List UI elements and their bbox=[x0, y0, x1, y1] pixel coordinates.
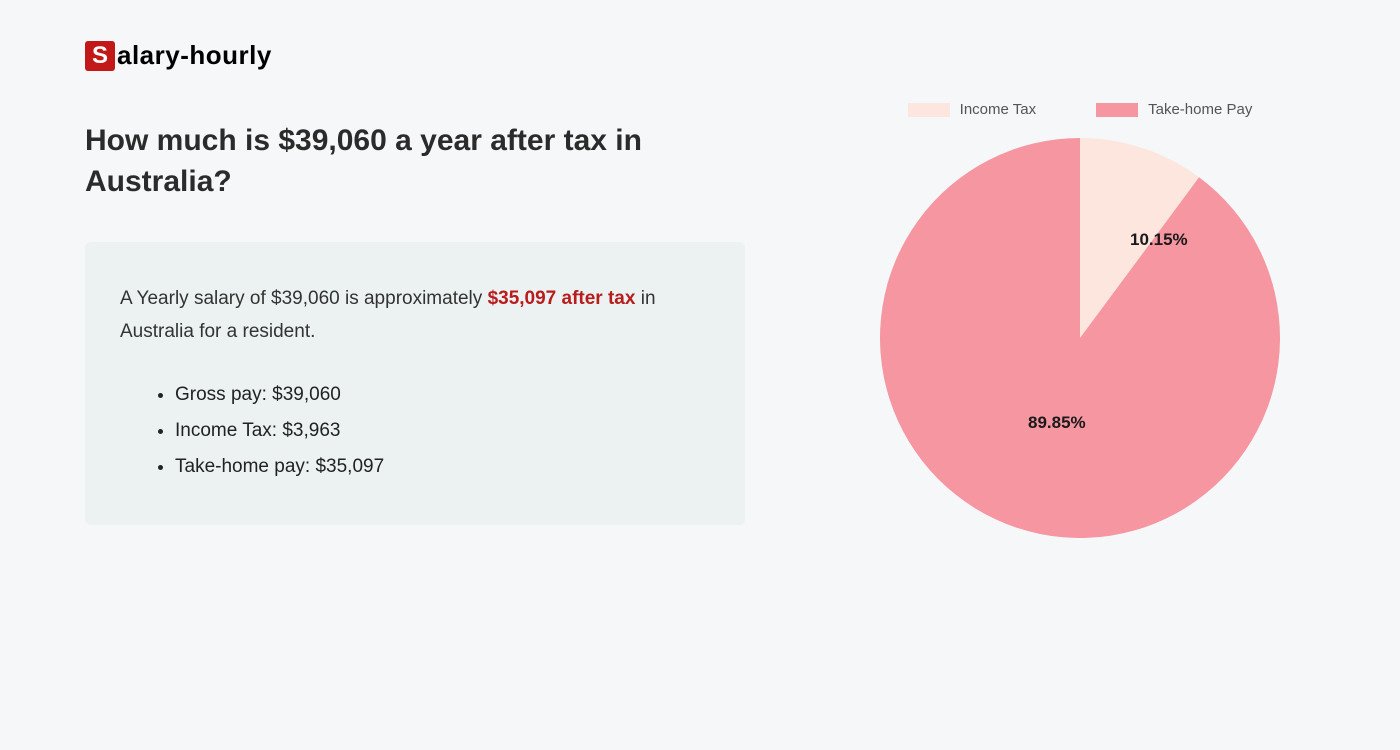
legend-swatch bbox=[908, 103, 950, 117]
right-column: Income Tax Take-home Pay 10.15% 89.85% bbox=[845, 121, 1315, 538]
page-title: How much is $39,060 a year after tax in … bbox=[85, 121, 745, 202]
pie-chart: 10.15% 89.85% bbox=[880, 138, 1280, 538]
legend-item-income-tax: Income Tax bbox=[908, 101, 1036, 118]
summary-prefix: A Yearly salary of $39,060 is approximat… bbox=[120, 288, 488, 309]
logo-s-icon: S bbox=[85, 41, 115, 71]
legend-swatch bbox=[1096, 103, 1138, 117]
legend-label: Take-home Pay bbox=[1148, 101, 1252, 118]
detail-item: Take-home pay: $35,097 bbox=[175, 449, 710, 485]
pie-slice bbox=[880, 138, 1280, 538]
info-box: A Yearly salary of $39,060 is approximat… bbox=[85, 242, 745, 525]
main-content: How much is $39,060 a year after tax in … bbox=[85, 121, 1315, 538]
legend-item-takehome: Take-home Pay bbox=[1096, 101, 1252, 118]
details-list: Gross pay: $39,060 Income Tax: $3,963 Ta… bbox=[120, 377, 710, 485]
left-column: How much is $39,060 a year after tax in … bbox=[85, 121, 745, 538]
logo-text: alary-hourly bbox=[117, 40, 272, 71]
pie-label-income-tax: 10.15% bbox=[1130, 230, 1188, 250]
page-container: S alary-hourly How much is $39,060 a yea… bbox=[0, 0, 1400, 578]
logo: S alary-hourly bbox=[85, 40, 1315, 71]
summary-highlight: $35,097 after tax bbox=[488, 288, 636, 309]
chart-legend: Income Tax Take-home Pay bbox=[845, 101, 1315, 118]
summary-text: A Yearly salary of $39,060 is approximat… bbox=[120, 282, 710, 349]
detail-item: Gross pay: $39,060 bbox=[175, 377, 710, 413]
legend-label: Income Tax bbox=[960, 101, 1036, 118]
detail-item: Income Tax: $3,963 bbox=[175, 413, 710, 449]
pie-svg bbox=[880, 138, 1280, 538]
pie-label-takehome: 89.85% bbox=[1028, 413, 1086, 433]
